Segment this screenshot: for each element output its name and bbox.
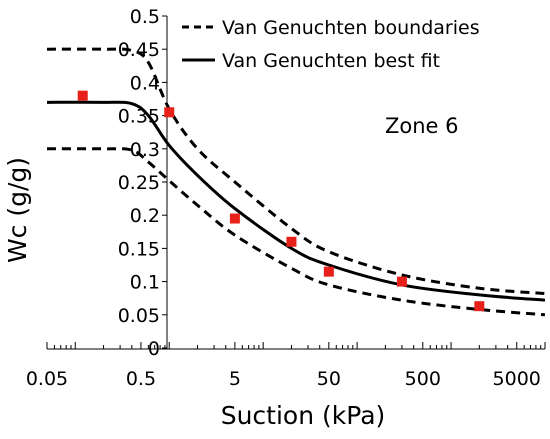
x-axis-title: Suction (kPa)	[221, 401, 386, 430]
y-tick-label: 0.05	[118, 305, 160, 327]
y-tick-label: 0	[148, 338, 160, 360]
y-tick-label: 0.25	[118, 172, 160, 194]
legend: Van Genuchten boundaries Van Genuchten b…	[182, 17, 480, 72]
x-tick-label: 500	[405, 368, 441, 390]
x-tick-label: 5	[229, 368, 241, 390]
data-point	[323, 266, 334, 277]
legend-label-boundaries: Van Genuchten boundaries	[222, 17, 480, 39]
data-point	[396, 276, 407, 287]
data-point	[286, 236, 297, 247]
x-tick-label: 5000	[493, 368, 541, 390]
y-tick-label: 0.45	[118, 39, 160, 61]
legend-label-best-fit: Van Genuchten best fit	[222, 50, 440, 72]
data-point	[164, 107, 175, 118]
x-tick-label: 0.05	[26, 368, 68, 390]
upper-boundary-curve	[46, 47, 546, 296]
x-tick-label: 0.5	[126, 368, 156, 390]
best-fit-curve	[46, 100, 546, 302]
y-tick-label: 0.1	[130, 272, 160, 294]
y-tick-label: 0.5	[130, 6, 160, 28]
y-tick-label: 0.2	[130, 205, 160, 227]
data-point	[229, 213, 240, 224]
plot-area: 0 0.05 0.1 0.15 0.2 0.25 0.3 0.35 0.4 0.45 0.5 0.05…	[26, 6, 546, 390]
y-tick-label: 0.35	[118, 106, 160, 128]
y-tick-label: 0.4	[130, 72, 160, 94]
y-axis-title: Wc (g/g)	[3, 157, 32, 263]
zone-annotation: Zone 6	[385, 114, 459, 138]
x-tick-label: 50	[317, 368, 341, 390]
data-point	[474, 301, 485, 312]
data-point	[77, 90, 88, 101]
y-tick-label: 0.15	[118, 238, 160, 260]
y-tick-label: 0.3	[130, 139, 160, 161]
